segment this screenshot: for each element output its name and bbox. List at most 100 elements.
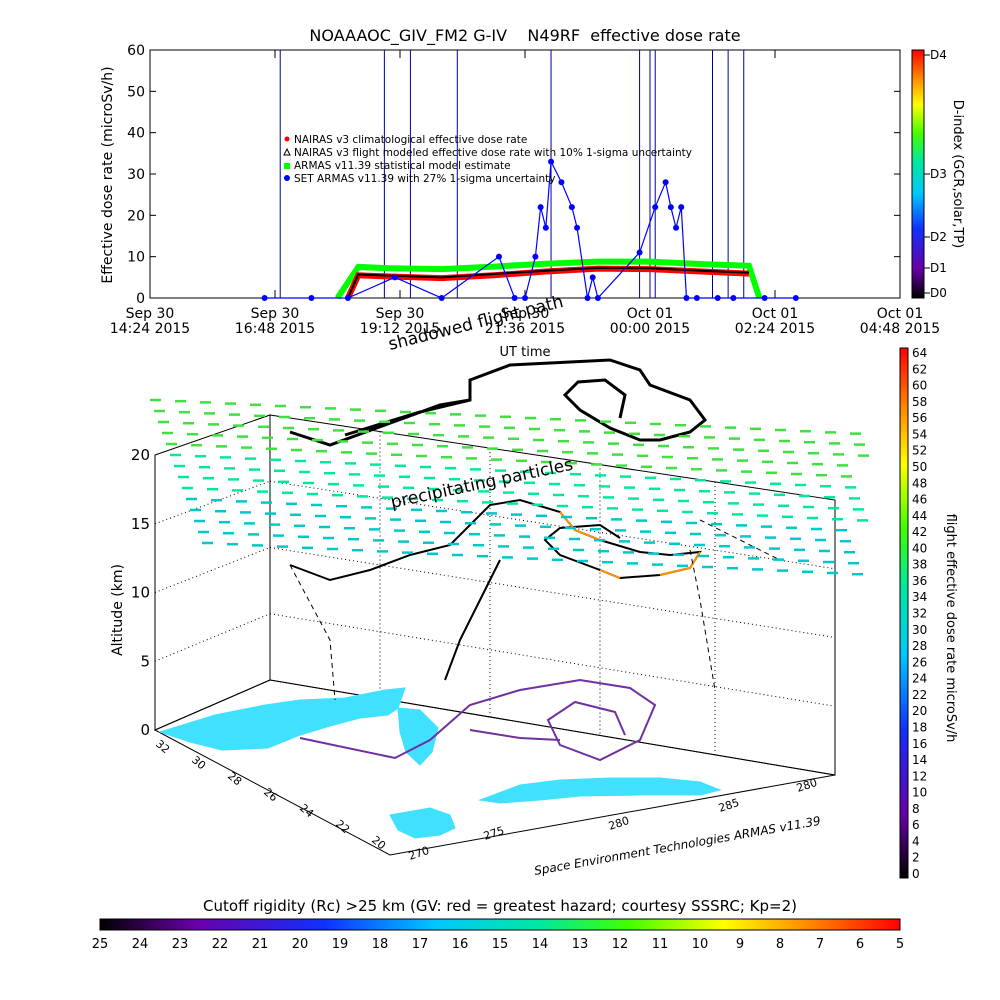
grid-line (154, 480, 271, 525)
set-armas-point (495, 253, 502, 260)
d-index-label: D-index (GCR,solar,TP) (950, 100, 965, 248)
dose-rate-tick-label: 24 (912, 672, 927, 686)
legend-entry-4: SET ARMAS v11.39 with 27% 1-sigma uncert… (294, 173, 556, 185)
set-armas-point (548, 158, 555, 165)
series-line-3 (335, 258, 763, 300)
cutoff-rigidity-tick-label: 8 (776, 937, 784, 952)
set-armas-point (542, 224, 549, 231)
cutoff-rigidity-tick-label: 22 (212, 937, 229, 952)
cutoff-rigidity-colorbar: Cutoff rigidity (Rc) >25 km (GV: red = g… (92, 897, 904, 952)
dose-rate-tick-label: 30 (912, 623, 927, 637)
grid-line (269, 480, 836, 570)
set-armas-point (522, 295, 528, 301)
dose-rate-ticks: 0246810121416182022242628303234363840424… (912, 346, 927, 881)
x-tick-label-time: 04:48 2015 (860, 321, 940, 337)
set-armas-point (558, 179, 565, 186)
longitude-tick-label: 285 (717, 796, 741, 815)
y-tick-label: 10 (127, 250, 145, 266)
set-armas-point (568, 204, 575, 211)
cutoff-rigidity-colorbar-fill (99, 918, 901, 931)
cutoff-rigidity-tick-label: 5 (896, 937, 904, 952)
dose-rate-tick-label: 8 (912, 802, 920, 816)
x-tick-label-time: 00:00 2015 (610, 321, 690, 337)
x-tick-label-date: Sep 30 (501, 306, 550, 322)
legend-entry-3: ARMAS v11.39 statistical model estimate (294, 160, 511, 172)
x-tick-label-time: 21:36 2015 (485, 321, 565, 337)
x-tick-label-time: 16:48 2015 (235, 321, 315, 337)
grid-line (154, 547, 271, 593)
dose-rate-tick-label: 4 (912, 834, 920, 848)
altitude-tick-label: 5 (140, 652, 150, 670)
set-armas-point (532, 253, 539, 260)
land-cuba (478, 777, 722, 804)
legend-entry-1: NAIRAS v3 climatological effective dose … (294, 134, 527, 146)
x-tick-label-date: Oct 01 (627, 306, 673, 322)
dose-rate-tick-label: 10 (912, 786, 927, 800)
dose-rate-tick-label: 54 (912, 427, 927, 441)
cutoff-rigidity-label: Cutoff rigidity (Rc) >25 km (GV: red = g… (203, 897, 797, 915)
set-armas-point (584, 295, 591, 301)
cutoff-rigidity-tick-label: 9 (736, 937, 744, 952)
d-index-tick-label: D4 (930, 48, 947, 62)
y-tick-label: 0 (136, 291, 145, 307)
dose-rate-tick-label: 64 (912, 346, 927, 360)
altitude-label: Altitude (km) (110, 564, 126, 656)
set-armas-point (693, 295, 700, 301)
cutoff-rigidity-tick-label: 24 (132, 937, 149, 952)
d-index-tick-label: D2 (930, 230, 947, 244)
y-axis-label: Effective dose rate (microSv/h) (100, 66, 116, 283)
dose-rate-tick-label: 6 (912, 818, 920, 832)
dose-rate-tick-label: 44 (912, 509, 927, 523)
cutoff-rigidity-tick-label: 21 (252, 937, 269, 952)
dose-rate-tick-label: 28 (912, 639, 927, 653)
dose-rate-tick-label: 18 (912, 720, 927, 734)
dose-rate-tick-label: 52 (912, 444, 927, 458)
dose-rate-tick-label: 2 (912, 851, 920, 865)
set-armas-point (574, 224, 581, 231)
x-tick-label-time: 02:24 2015 (735, 321, 815, 337)
floor (153, 679, 836, 856)
cutoff-rigidity-tick-label: 16 (452, 937, 469, 952)
longitude-tick-label: 280 (795, 776, 819, 795)
chart-title: NOAAAOC_GIV_FM2 G-IV N49RF effective dos… (309, 26, 740, 46)
dose-rate-tick-label: 0 (912, 867, 920, 881)
set-armas-point (344, 295, 351, 301)
dose-rate-tick-label: 12 (912, 769, 927, 783)
x-axis-label: UT time (500, 345, 551, 360)
land-us-gulf (158, 687, 406, 751)
legend-entry-2: NAIRAS v3 flight modeled effective dose … (294, 147, 692, 159)
cutoff-rigidity-tick-label: 6 (856, 937, 864, 952)
x-tick-label-date: Oct 01 (877, 306, 923, 322)
x-tick-label-time: 19:12 2015 (360, 321, 440, 337)
set-armas-point (391, 274, 398, 281)
set-armas-point (308, 295, 315, 301)
latitude-tick-label: 20 (369, 833, 388, 852)
latitude-tick-label: 24 (297, 801, 316, 820)
dose-rate-tick-label: 16 (912, 737, 927, 751)
dose-rate-label: flight effective dose rate microSv/h (943, 514, 958, 743)
cutoff-rigidity-tick-label: 15 (492, 937, 509, 952)
dose-rate-tick-label: 32 (912, 607, 927, 621)
set-armas-point (667, 204, 674, 211)
set-armas-point (594, 295, 601, 301)
longitude-tick-label: 275 (482, 824, 506, 843)
set-armas-point (683, 295, 690, 301)
dose-rate-tick-label: 58 (912, 395, 927, 409)
set-armas-point (511, 295, 518, 301)
y-axis-ticks: 0 10 20 30 40 50 60 (127, 43, 900, 307)
x-tick-label-date: Sep 30 (251, 306, 300, 322)
dose-rate-colorbar-fill (899, 347, 909, 879)
dose-rate-tick-label: 34 (912, 590, 927, 604)
latitude-tick-label: 32 (153, 737, 172, 756)
dose-rate-tick-label: 48 (912, 476, 927, 490)
set-armas-point (589, 274, 596, 281)
x-tick-label-date: Sep 30 (376, 306, 425, 322)
dose-rate-tick-label: 62 (912, 362, 927, 376)
series-line-2 (347, 266, 750, 299)
precipitating-particles (150, 398, 869, 576)
annotation-precipitating-particles: precipitating particles (389, 455, 575, 513)
cutoff-rigidity-tick-label: 13 (572, 937, 589, 952)
